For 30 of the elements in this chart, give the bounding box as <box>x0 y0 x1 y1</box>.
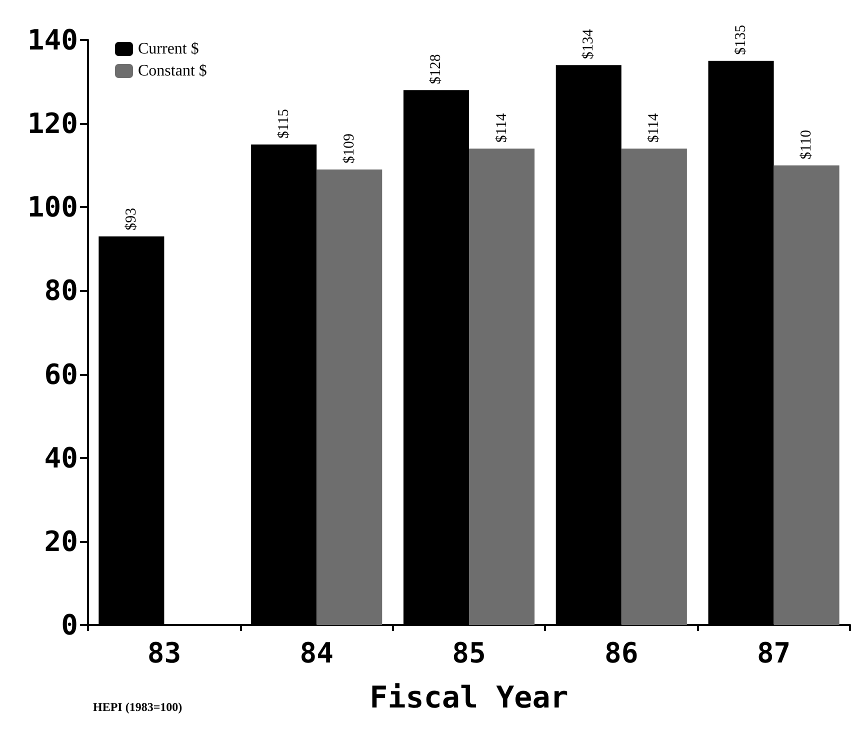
legend-label: Constant $ <box>138 62 207 80</box>
data-label: $110 <box>798 130 815 160</box>
x-tick-label: 85 <box>452 636 486 670</box>
bar <box>774 165 840 625</box>
data-label: $115 <box>276 109 292 138</box>
y-tick-label: 80 <box>44 274 78 308</box>
y-tick-label: 120 <box>27 107 78 140</box>
data-label: $128 <box>428 54 444 84</box>
data-label: $114 <box>494 112 510 143</box>
data-label: $109 <box>341 134 358 164</box>
x-axis-title: Fiscal Year <box>370 680 568 716</box>
y-tick-label: 100 <box>27 190 78 224</box>
y-tick-label: 60 <box>44 358 78 391</box>
data-label: $93 <box>123 208 140 230</box>
bar <box>469 148 535 625</box>
bar <box>621 148 687 625</box>
x-tick-label: 83 <box>147 636 182 670</box>
data-label: $135 <box>733 24 750 55</box>
y-tick-label: 140 <box>27 24 78 56</box>
data-label: $134 <box>580 28 597 60</box>
y-tick-label: 0 <box>61 608 78 642</box>
y-tick-label: 40 <box>44 441 78 474</box>
x-tick-label: 86 <box>604 636 638 670</box>
x-tick-label: 87 <box>756 636 791 670</box>
bar <box>316 170 382 625</box>
data-label: $114 <box>646 112 662 143</box>
legend-label: Current $ <box>138 40 199 58</box>
y-tick-label: 20 <box>44 524 78 558</box>
text: HEPI (1983=100) <box>93 700 182 714</box>
x-tick-label: 84 <box>300 636 334 670</box>
